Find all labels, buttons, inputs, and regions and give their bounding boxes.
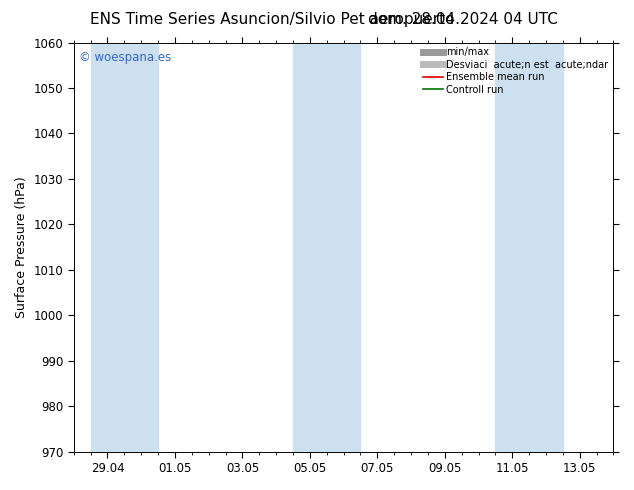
Bar xyxy=(91,43,158,452)
Y-axis label: Surface Pressure (hPa): Surface Pressure (hPa) xyxy=(15,176,28,318)
Text: ENS Time Series Asuncion/Silvio Pet aeropuerto: ENS Time Series Asuncion/Silvio Pet aero… xyxy=(91,12,455,27)
Text: dom. 28.04.2024 04 UTC: dom. 28.04.2024 04 UTC xyxy=(368,12,558,27)
Bar xyxy=(495,43,563,452)
Bar xyxy=(293,43,361,452)
Legend: min/max, Desviaci  acute;n est  acute;ndar, Ensemble mean run, Controll run: min/max, Desviaci acute;n est acute;ndar… xyxy=(421,46,611,97)
Text: © woespana.es: © woespana.es xyxy=(79,51,171,64)
